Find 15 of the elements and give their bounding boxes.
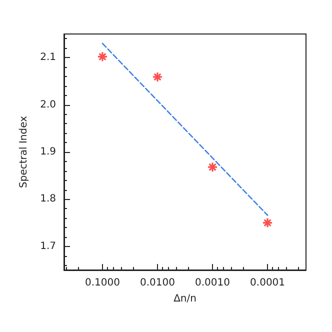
y-axis-title: Spectral Index bbox=[18, 116, 30, 188]
point bbox=[97, 51, 108, 62]
y-tick-label: 1.9 bbox=[40, 146, 56, 158]
point bbox=[207, 162, 218, 172]
x-tick-label: 0.0010 bbox=[195, 278, 230, 288]
y-tick-label: 2.1 bbox=[40, 52, 56, 64]
x-axis-title: Δn/n bbox=[174, 294, 196, 304]
x-tick-label: 0.1000 bbox=[84, 278, 120, 288]
y-tick-label: 1.7 bbox=[40, 240, 56, 252]
x-tick-label: 0.0100 bbox=[140, 278, 175, 288]
y-tick-label: 2.0 bbox=[40, 99, 56, 110]
x-tick-label: 0.0001 bbox=[250, 278, 286, 288]
point bbox=[152, 72, 163, 82]
y-tick-label: 1.8 bbox=[40, 194, 56, 205]
point bbox=[262, 218, 273, 228]
